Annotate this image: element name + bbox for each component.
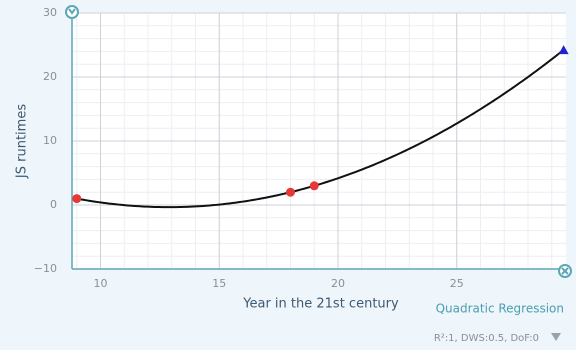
x-tick-label: 10	[94, 277, 108, 290]
x-tick-label: 20	[331, 277, 345, 290]
prediction-point	[558, 45, 569, 55]
regression-label[interactable]: Quadratic Regression	[436, 302, 564, 316]
y-axis-label: JS runtimes	[15, 104, 30, 179]
point	[309, 181, 319, 191]
grid	[72, 12, 566, 270]
y-axis-badge[interactable]	[65, 5, 79, 19]
x-axis-label: Year in the 21st century	[242, 297, 399, 312]
x-tick-label: 25	[450, 277, 464, 290]
point	[286, 187, 295, 197]
y-tick-label: 10	[43, 134, 57, 147]
x-axis-badge[interactable]	[558, 264, 572, 278]
x-tick-label: 15	[212, 277, 226, 290]
y-tick-label: 20	[43, 70, 57, 83]
y-tick-label: 30	[43, 6, 57, 19]
y-tick-label: 0	[50, 198, 57, 211]
point	[72, 194, 82, 204]
regression-curve	[76, 49, 565, 209]
y-tick-label: −10	[34, 262, 57, 275]
stats: R²:1, DWS:0.5, DoF:0	[434, 333, 539, 344]
menu-toggle[interactable]	[551, 333, 561, 341]
